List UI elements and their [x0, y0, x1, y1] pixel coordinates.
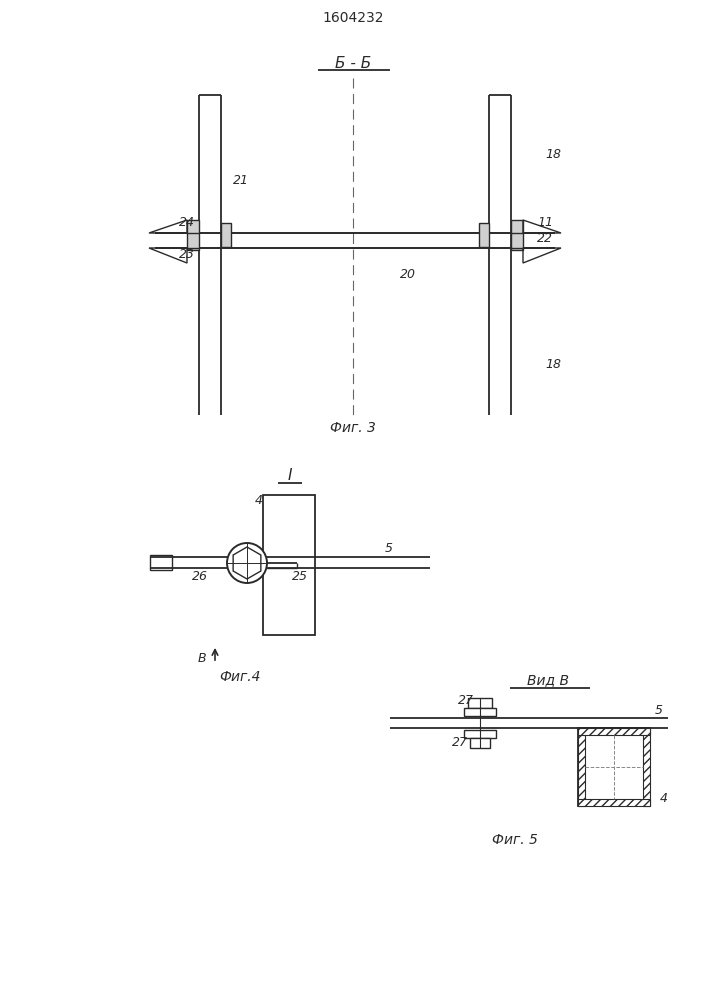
Text: 5: 5 — [385, 542, 393, 554]
Text: 5: 5 — [655, 704, 663, 716]
Text: 27: 27 — [458, 694, 474, 706]
Bar — [187, 220, 199, 250]
Text: Б - Б: Б - Б — [335, 55, 371, 70]
Bar — [221, 223, 231, 247]
Bar — [263, 495, 315, 635]
Bar — [578, 799, 650, 806]
Bar — [470, 738, 490, 748]
Text: Фиг. 3: Фиг. 3 — [330, 421, 376, 435]
Text: Фиг. 5: Фиг. 5 — [492, 833, 538, 847]
Text: 11: 11 — [537, 216, 553, 229]
Bar — [464, 730, 496, 738]
Bar — [578, 728, 585, 806]
Text: Фиг.4: Фиг.4 — [219, 670, 261, 684]
Text: 24: 24 — [179, 216, 195, 229]
Text: 27: 27 — [452, 736, 468, 748]
Text: 4: 4 — [255, 493, 263, 506]
Bar — [578, 728, 650, 806]
Text: 26: 26 — [192, 570, 208, 584]
Bar — [511, 220, 523, 250]
Text: 18: 18 — [545, 148, 561, 161]
Text: 4: 4 — [660, 792, 668, 804]
Circle shape — [227, 543, 267, 583]
Text: 20: 20 — [400, 268, 416, 282]
Text: Вид В: Вид В — [527, 673, 569, 687]
Bar — [150, 555, 172, 570]
Text: 22: 22 — [537, 232, 553, 244]
Text: 1604232: 1604232 — [322, 11, 384, 25]
Bar — [479, 223, 489, 247]
Text: 18: 18 — [545, 359, 561, 371]
Text: 21: 21 — [233, 174, 249, 186]
Text: 25: 25 — [292, 570, 308, 584]
Bar — [468, 698, 492, 708]
Text: В: В — [198, 652, 206, 664]
Bar — [578, 728, 650, 735]
Text: I: I — [288, 468, 292, 483]
Text: 23: 23 — [179, 248, 195, 261]
Bar — [643, 728, 650, 806]
Bar — [464, 708, 496, 716]
